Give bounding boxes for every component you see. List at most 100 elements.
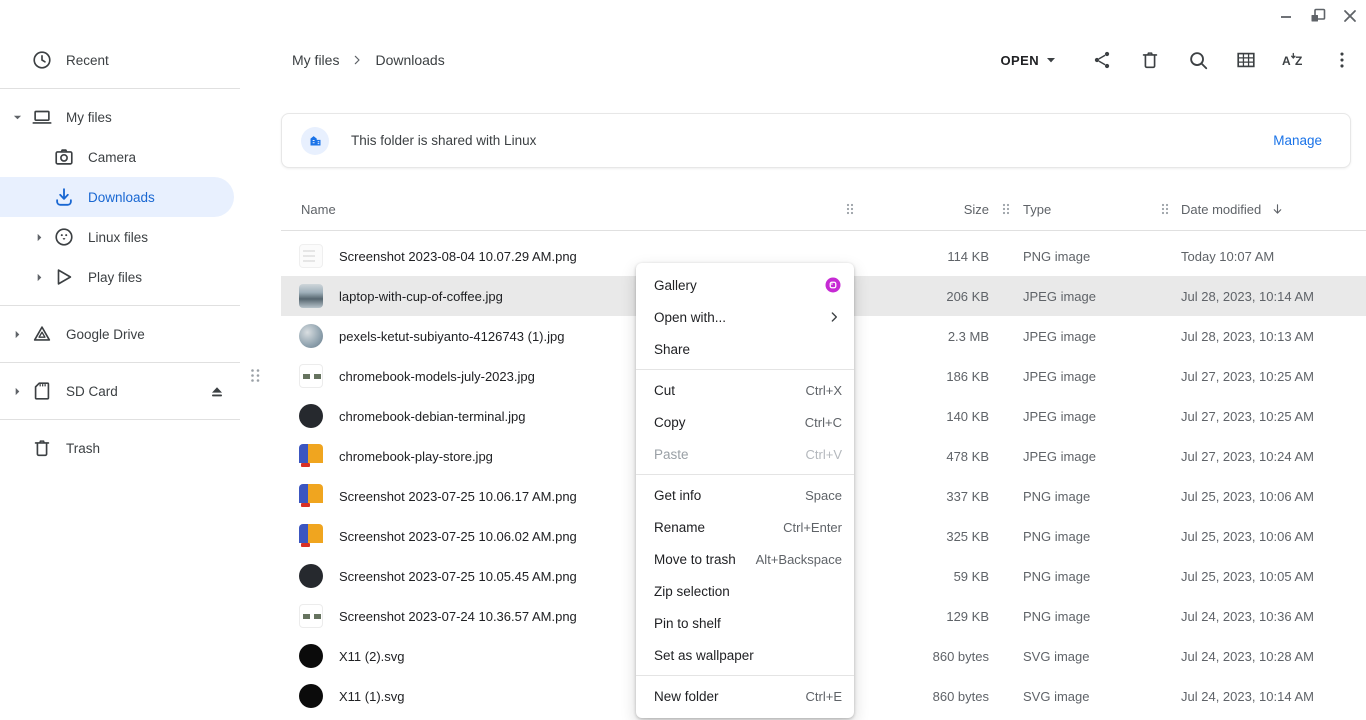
file-thumbnail xyxy=(299,404,323,428)
menu-item-cut[interactable]: Cut Ctrl+X xyxy=(636,374,854,406)
menu-item-label: Set as wallpaper xyxy=(654,647,754,663)
file-thumbnail xyxy=(299,284,323,308)
table-row[interactable]: Screenshot 2023-07-25 10.05.45 AM.png 59… xyxy=(281,556,1366,596)
menu-item-share[interactable]: Share xyxy=(636,333,854,365)
more-button[interactable] xyxy=(1318,40,1366,80)
file-name: laptop-with-cup-of-coffee.jpg xyxy=(339,288,503,304)
menu-shortcut: Space xyxy=(805,487,842,503)
table-row[interactable]: chromebook-debian-terminal.jpg 140 KB JP… xyxy=(281,396,1366,436)
column-resize-handle[interactable] xyxy=(1161,203,1169,215)
table-row[interactable]: pexels-ketut-subiyanto-4126743 (1).jpg 2… xyxy=(281,316,1366,356)
delete-button[interactable] xyxy=(1126,40,1174,80)
sidebar-item-play-files[interactable]: Play files xyxy=(0,257,240,297)
search-button[interactable] xyxy=(1174,40,1222,80)
menu-item-copy[interactable]: Copy Ctrl+C xyxy=(636,406,854,438)
file-thumbnail xyxy=(299,244,323,268)
sort-desc-arrow-icon xyxy=(1273,203,1282,214)
table-row[interactable]: X11 (2).svg 860 bytes SVG image Jul 24, … xyxy=(281,636,1366,676)
open-button-label: OPEN xyxy=(1000,52,1039,68)
file-name: Screenshot 2023-07-25 10.06.02 AM.png xyxy=(339,528,577,544)
collapse-arrow-icon[interactable] xyxy=(6,330,28,339)
table-row[interactable]: Screenshot 2023-07-24 10.36.57 AM.png 12… xyxy=(281,596,1366,636)
table-row[interactable]: Screenshot 2023-08-04 10.07.29 AM.png 11… xyxy=(281,236,1366,276)
menu-item-open-with[interactable]: Open with... xyxy=(636,301,854,333)
menu-item-pin-to-shelf[interactable]: Pin to shelf xyxy=(636,607,854,639)
sidebar-item-trash[interactable]: Trash xyxy=(0,428,240,468)
gallery-app-icon xyxy=(824,276,842,294)
restore-button[interactable] xyxy=(1308,6,1328,26)
file-type: JPEG image xyxy=(1023,288,1096,304)
file-type: PNG image xyxy=(1023,488,1091,504)
column-header-name[interactable]: Name xyxy=(301,201,336,217)
breadcrumb-my-files[interactable]: My files xyxy=(292,52,340,68)
column-resize-handle[interactable] xyxy=(1002,203,1010,215)
sd-card-icon xyxy=(30,379,54,403)
grid-view-icon xyxy=(1237,52,1255,68)
sidebar-item-label: Trash xyxy=(66,440,101,456)
sidebar-item-my-files[interactable]: My files xyxy=(0,97,240,137)
menu-shortcut: Ctrl+V xyxy=(805,446,842,462)
sidebar: Recent My files Camera Downloads Linux f xyxy=(0,0,240,720)
minimize-button[interactable] xyxy=(1276,6,1296,26)
banner-message: This folder is shared with Linux xyxy=(351,133,537,148)
sidebar-item-downloads[interactable]: Downloads xyxy=(0,177,234,217)
file-size: 337 KB xyxy=(946,488,989,504)
sidebar-item-sd-card[interactable]: SD Card xyxy=(0,371,240,411)
menu-item-move-to-trash[interactable]: Move to trash Alt+Backspace xyxy=(636,543,854,575)
sidebar-item-linux-files[interactable]: Linux files xyxy=(0,217,240,257)
expand-arrow-icon[interactable] xyxy=(6,113,28,122)
menu-item-get-info[interactable]: Get info Space xyxy=(636,479,854,511)
collapse-arrow-icon[interactable] xyxy=(28,273,50,282)
open-button[interactable]: OPEN xyxy=(989,44,1068,76)
sidebar-divider xyxy=(0,305,240,306)
share-button[interactable] xyxy=(1078,40,1126,80)
menu-item-gallery[interactable]: Gallery xyxy=(636,269,854,301)
table-row[interactable]: Screenshot 2023-07-25 10.06.17 AM.png 33… xyxy=(281,476,1366,516)
menu-item-set-as-wallpaper[interactable]: Set as wallpaper xyxy=(636,639,854,671)
column-header-type[interactable]: Type xyxy=(1023,201,1052,217)
collapse-arrow-icon[interactable] xyxy=(6,387,28,396)
menu-item-rename[interactable]: Rename Ctrl+Enter xyxy=(636,511,854,543)
menu-item-label: New folder xyxy=(654,688,719,704)
file-type: SVG image xyxy=(1023,648,1090,664)
column-header-size[interactable]: Size xyxy=(963,201,989,217)
sidebar-splitter-handle[interactable] xyxy=(250,368,261,383)
table-row[interactable]: chromebook-models-july-2023.jpg 186 KB J… xyxy=(281,356,1366,396)
breadcrumb-downloads[interactable]: Downloads xyxy=(375,52,445,68)
submenu-chevron-icon xyxy=(826,309,842,325)
svg-text:A: A xyxy=(1282,54,1291,68)
file-size: 186 KB xyxy=(946,368,989,384)
sidebar-item-label: My files xyxy=(66,109,112,125)
collapse-arrow-icon[interactable] xyxy=(28,233,50,242)
sidebar-item-camera[interactable]: Camera xyxy=(0,137,240,177)
file-thumbnail xyxy=(299,604,323,628)
column-resize-handle[interactable] xyxy=(846,203,854,215)
grid-view-button[interactable] xyxy=(1222,40,1270,80)
sidebar-item-recent[interactable]: Recent xyxy=(0,40,240,80)
search-icon xyxy=(1190,52,1208,70)
file-name: chromebook-models-july-2023.jpg xyxy=(339,368,535,384)
file-date: Jul 25, 2023, 10:06 AM xyxy=(1181,528,1314,544)
eject-icon[interactable] xyxy=(205,379,229,403)
file-date: Jul 24, 2023, 10:36 AM xyxy=(1181,608,1314,624)
column-header-date[interactable]: Date modified xyxy=(1181,202,1366,217)
table-row[interactable]: chromebook-play-store.jpg 478 KB JPEG im… xyxy=(281,436,1366,476)
sidebar-item-google-drive[interactable]: Google Drive xyxy=(0,314,240,354)
sidebar-item-label: Recent xyxy=(66,52,109,68)
manage-link[interactable]: Manage xyxy=(1273,133,1322,148)
file-size: 140 KB xyxy=(946,408,989,424)
table-row[interactable]: Screenshot 2023-07-25 10.06.02 AM.png 32… xyxy=(281,516,1366,556)
menu-item-label: Copy xyxy=(654,414,686,430)
menu-item-zip-selection[interactable]: Zip selection xyxy=(636,575,854,607)
menu-item-label: Get info xyxy=(654,487,702,503)
menu-item-label: Pin to shelf xyxy=(654,615,721,631)
close-button[interactable] xyxy=(1340,6,1360,26)
file-type: JPEG image xyxy=(1023,408,1096,424)
context-menu: Gallery Open with... Share Cut Ctrl+X Co… xyxy=(636,263,854,718)
table-row[interactable]: X11 (1).svg 860 bytes SVG image Jul 24, … xyxy=(281,676,1366,716)
menu-item-new-folder[interactable]: New folder Ctrl+E xyxy=(636,680,854,712)
file-size: 59 KB xyxy=(953,568,989,584)
